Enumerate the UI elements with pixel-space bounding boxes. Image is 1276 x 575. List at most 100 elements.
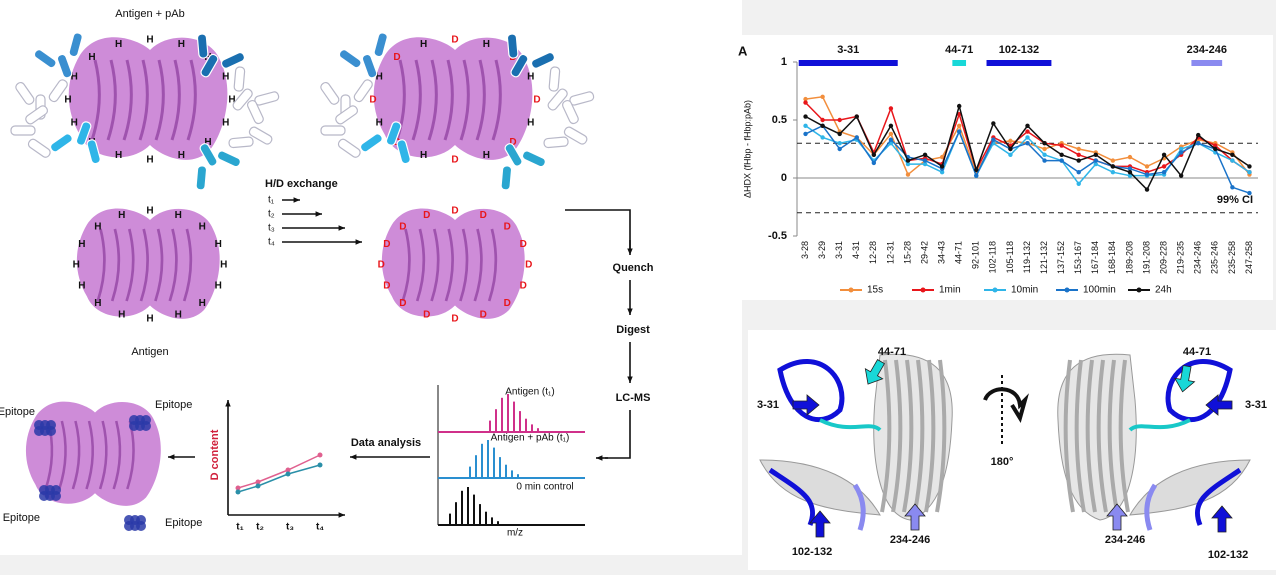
atom-label: D xyxy=(393,52,400,63)
point xyxy=(854,114,859,119)
antibody xyxy=(506,33,556,78)
point xyxy=(1076,152,1081,157)
antibody-arm xyxy=(504,143,523,167)
region-arrow-shape xyxy=(1106,503,1128,531)
point xyxy=(1042,146,1047,152)
point xyxy=(837,131,842,137)
antibody-arm xyxy=(337,138,361,158)
protein-strand xyxy=(58,420,67,490)
atom-label: D xyxy=(369,95,376,106)
x-tick-label: 12-28 xyxy=(868,241,878,264)
antibody-arm xyxy=(561,99,579,125)
point xyxy=(957,129,962,134)
protein-strand xyxy=(154,228,164,302)
atom-label: D xyxy=(423,310,430,321)
protein-strand xyxy=(487,228,498,302)
atom-label: H xyxy=(420,150,427,161)
atom-label: D xyxy=(451,35,458,46)
antibody-arm xyxy=(27,138,51,158)
point xyxy=(905,158,911,163)
data-analysis-label: Data analysis xyxy=(351,437,421,449)
point xyxy=(1247,190,1252,196)
antibody xyxy=(228,99,273,149)
point xyxy=(1127,166,1133,171)
strand xyxy=(1074,359,1086,513)
strand xyxy=(1107,359,1119,513)
antibody xyxy=(338,32,388,79)
antibody xyxy=(33,32,83,79)
protein-strand xyxy=(112,420,122,490)
protein-strand xyxy=(444,228,454,302)
t-label: t₁ xyxy=(268,195,275,206)
x-tick-label: 219-235 xyxy=(1176,241,1186,274)
antibody xyxy=(500,143,546,191)
point xyxy=(837,141,842,146)
point xyxy=(888,131,894,137)
point xyxy=(871,152,877,157)
atom-label: H xyxy=(228,95,235,106)
x-tick-label: 3-28 xyxy=(800,241,810,259)
antibody-arm xyxy=(547,88,568,111)
point xyxy=(1144,187,1150,192)
step-label: Digest xyxy=(616,324,650,336)
atom-label: H xyxy=(215,239,222,250)
flow-line xyxy=(605,410,631,459)
antibody-arm xyxy=(49,133,73,153)
antigen-pab-label: Antigen + pAb xyxy=(115,8,184,20)
atom-label: H xyxy=(204,52,211,63)
region-arrow xyxy=(864,359,886,385)
antibody-arm xyxy=(195,165,208,191)
antibody-arm xyxy=(563,126,588,145)
antibody-arm xyxy=(246,99,264,125)
strand xyxy=(891,359,903,513)
strand xyxy=(924,359,936,513)
uptake-dot xyxy=(235,485,241,491)
atom-label: H xyxy=(222,72,229,83)
structure-region-label: 44-71 xyxy=(1183,346,1211,358)
atom-label: D xyxy=(451,206,458,217)
point xyxy=(1042,152,1047,157)
atom-label: H xyxy=(71,72,78,83)
atom-label: H xyxy=(115,150,122,161)
atom-label: D xyxy=(378,260,385,271)
structure-region-label: 234-246 xyxy=(1105,534,1145,546)
point xyxy=(854,135,859,140)
region-label: 102-132 xyxy=(999,44,1039,56)
point xyxy=(803,114,808,119)
atom-label: H xyxy=(78,239,85,250)
protein-structure xyxy=(1057,353,1251,531)
antibody-arm xyxy=(506,33,519,59)
arrow-head xyxy=(168,454,175,460)
domain xyxy=(1129,459,1251,516)
epitope-label: Epitope xyxy=(155,399,192,411)
point xyxy=(1178,150,1184,155)
legend-dot xyxy=(920,287,926,293)
arrow-head xyxy=(293,197,300,203)
protein-strand xyxy=(459,59,470,141)
antibody-arm xyxy=(75,121,92,146)
protein xyxy=(381,208,525,319)
uptake-dot xyxy=(235,489,241,495)
antibody-arm xyxy=(500,165,513,191)
antibody-arm xyxy=(56,53,73,79)
atom-label: H xyxy=(94,221,101,232)
strand xyxy=(1096,359,1108,513)
epitope-label: Epitope xyxy=(0,406,35,418)
region-arrow-shape xyxy=(904,503,926,531)
legend-label: 24h xyxy=(1155,285,1172,296)
protein xyxy=(373,37,533,160)
protein-strand xyxy=(122,59,133,141)
atom-label: H xyxy=(146,35,153,46)
atom-label: H xyxy=(71,118,78,129)
epitope-atom xyxy=(141,421,151,431)
point xyxy=(1076,146,1081,152)
point xyxy=(1008,146,1013,152)
antibody-arm xyxy=(220,51,246,69)
atom-label: D xyxy=(509,137,516,148)
x-tick-label: 3-31 xyxy=(834,241,844,259)
y-tick-label: 1 xyxy=(781,56,787,68)
spectrum-label: Antigen + pAb (t₁) xyxy=(491,433,570,444)
antibody-arm xyxy=(385,121,402,146)
point xyxy=(1230,152,1235,157)
antibody-arm xyxy=(338,49,362,69)
